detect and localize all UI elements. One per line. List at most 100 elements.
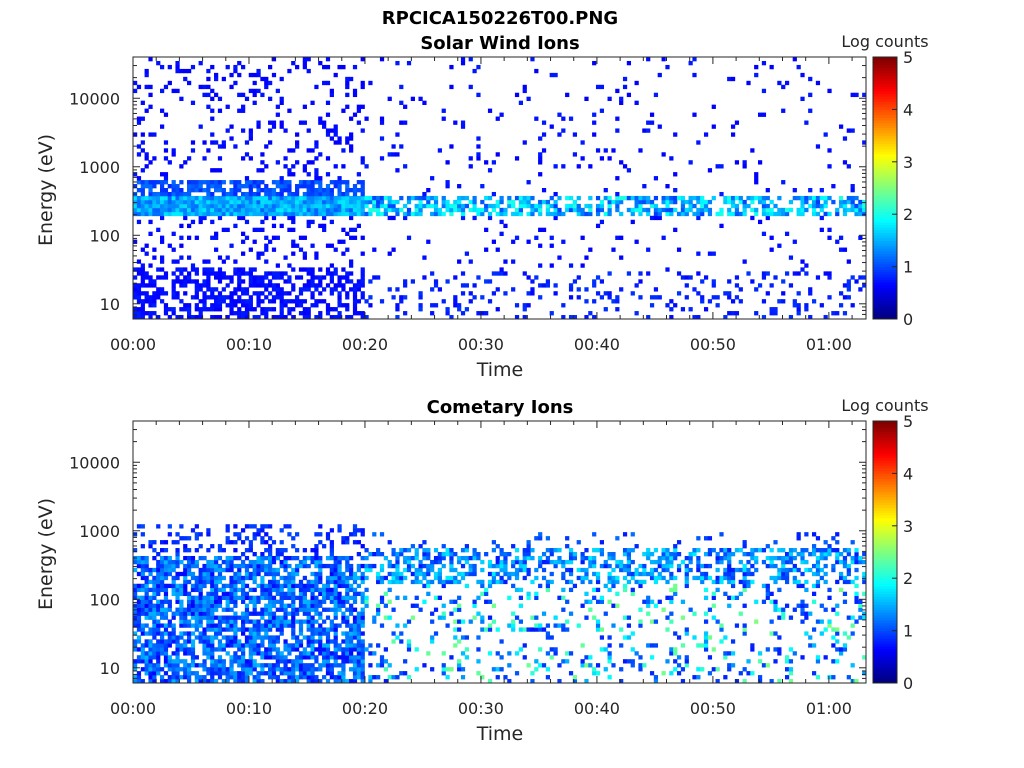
heatmap-cell bbox=[588, 655, 593, 660]
heatmap-cell bbox=[206, 259, 211, 264]
heatmap-cell bbox=[630, 532, 635, 537]
heatmap-cell bbox=[746, 80, 751, 86]
heatmap-cell bbox=[464, 203, 469, 209]
heatmap-cell bbox=[376, 199, 381, 205]
heatmap-cell bbox=[622, 563, 628, 569]
heatmap-cell bbox=[179, 203, 184, 209]
heatmap-cell bbox=[337, 524, 342, 529]
heatmap-cell bbox=[391, 144, 396, 149]
heatmap-cell bbox=[144, 671, 149, 676]
heatmap-cell bbox=[202, 188, 207, 193]
heatmap-cell bbox=[237, 267, 242, 272]
heatmap-cell bbox=[221, 587, 226, 593]
heatmap-cell bbox=[133, 639, 138, 644]
heatmap-cell bbox=[136, 180, 142, 185]
heatmap-cell bbox=[279, 587, 284, 593]
heatmap-cell bbox=[646, 611, 651, 616]
heatmap-cell bbox=[819, 188, 824, 193]
heatmap-cell bbox=[302, 299, 307, 304]
heatmap-cell bbox=[611, 623, 616, 628]
heatmap-cell bbox=[769, 307, 774, 312]
heatmap-cell bbox=[734, 623, 740, 628]
heatmap-cell bbox=[476, 64, 481, 70]
heatmap-cell bbox=[302, 207, 307, 213]
heatmap-cell bbox=[187, 607, 192, 612]
colorbar-segment bbox=[873, 70, 897, 74]
heatmap-cell bbox=[630, 291, 635, 296]
heatmap-cell bbox=[187, 184, 192, 189]
heatmap-cell bbox=[187, 307, 192, 312]
heatmap-cell bbox=[295, 607, 300, 612]
heatmap-cell bbox=[225, 191, 230, 197]
heatmap-cell bbox=[148, 651, 153, 656]
heatmap-cell bbox=[264, 548, 269, 553]
heatmap-cell bbox=[329, 219, 334, 225]
heatmap-cell bbox=[322, 659, 327, 664]
colorbar-tick-label: 0 bbox=[903, 310, 913, 329]
heatmap-cell bbox=[302, 168, 307, 173]
heatmap-cell bbox=[329, 555, 334, 561]
heatmap-cell bbox=[700, 203, 705, 209]
heatmap-cell bbox=[360, 563, 365, 569]
heatmap-cell bbox=[302, 595, 307, 600]
heatmap-cell bbox=[345, 567, 350, 573]
heatmap-cell bbox=[163, 548, 169, 553]
heatmap-cell bbox=[723, 651, 728, 656]
heatmap-cell bbox=[410, 279, 415, 284]
heatmap-cell bbox=[588, 203, 593, 209]
heatmap-cell bbox=[210, 571, 215, 577]
heatmap-cell bbox=[703, 611, 709, 616]
heatmap-cell bbox=[337, 279, 342, 284]
heatmap-cell bbox=[329, 623, 334, 628]
heatmap-cell bbox=[287, 623, 292, 628]
heatmap-cell bbox=[484, 627, 489, 632]
heatmap-cell bbox=[607, 271, 612, 276]
heatmap-cell bbox=[241, 315, 246, 320]
heatmap-cell bbox=[391, 579, 396, 585]
heatmap-cell bbox=[233, 587, 238, 593]
heatmap-cell bbox=[187, 235, 192, 240]
heatmap-cell bbox=[210, 203, 215, 209]
colorbar-segment bbox=[873, 295, 897, 299]
colorbar-segment bbox=[873, 211, 897, 215]
heatmap-cell bbox=[295, 64, 300, 70]
heatmap-cell bbox=[160, 259, 165, 264]
heatmap-cell bbox=[287, 207, 292, 213]
heatmap-cell bbox=[298, 299, 304, 304]
heatmap-cell bbox=[221, 227, 226, 233]
heatmap-cell bbox=[337, 663, 342, 668]
heatmap-cell bbox=[719, 639, 724, 644]
heatmap-cell bbox=[241, 559, 246, 565]
heatmap-cell bbox=[345, 631, 350, 636]
heatmap-cell bbox=[310, 207, 315, 213]
heatmap-cell bbox=[349, 315, 354, 320]
heatmap-cell bbox=[626, 563, 632, 569]
heatmap-cell bbox=[568, 287, 574, 292]
heatmap-cell bbox=[271, 623, 277, 628]
heatmap-cell bbox=[183, 631, 188, 636]
heatmap-cell bbox=[379, 199, 385, 205]
heatmap-cell bbox=[291, 595, 296, 600]
heatmap-cell bbox=[310, 631, 315, 636]
heatmap-cell bbox=[607, 195, 612, 201]
heatmap-cell bbox=[742, 579, 747, 585]
heatmap-cell bbox=[815, 203, 821, 209]
heatmap-cell bbox=[190, 188, 196, 193]
heatmap-cell bbox=[819, 227, 824, 233]
heatmap-cell bbox=[476, 152, 481, 157]
heatmap-cell bbox=[457, 203, 462, 209]
heatmap-cell bbox=[163, 567, 169, 573]
heatmap-cell bbox=[549, 235, 554, 240]
heatmap-cell bbox=[295, 679, 300, 684]
heatmap-cell bbox=[730, 203, 736, 209]
heatmap-cell bbox=[179, 96, 184, 102]
colorbar-segment bbox=[873, 148, 897, 152]
heatmap-cell bbox=[395, 315, 400, 320]
heatmap-cell bbox=[314, 287, 319, 292]
heatmap-cell bbox=[252, 619, 257, 624]
heatmap-cell bbox=[233, 659, 238, 664]
heatmap-cell bbox=[349, 603, 354, 608]
heatmap-cell bbox=[333, 591, 338, 597]
heatmap-cell bbox=[241, 128, 246, 133]
heatmap-cell bbox=[696, 215, 701, 221]
